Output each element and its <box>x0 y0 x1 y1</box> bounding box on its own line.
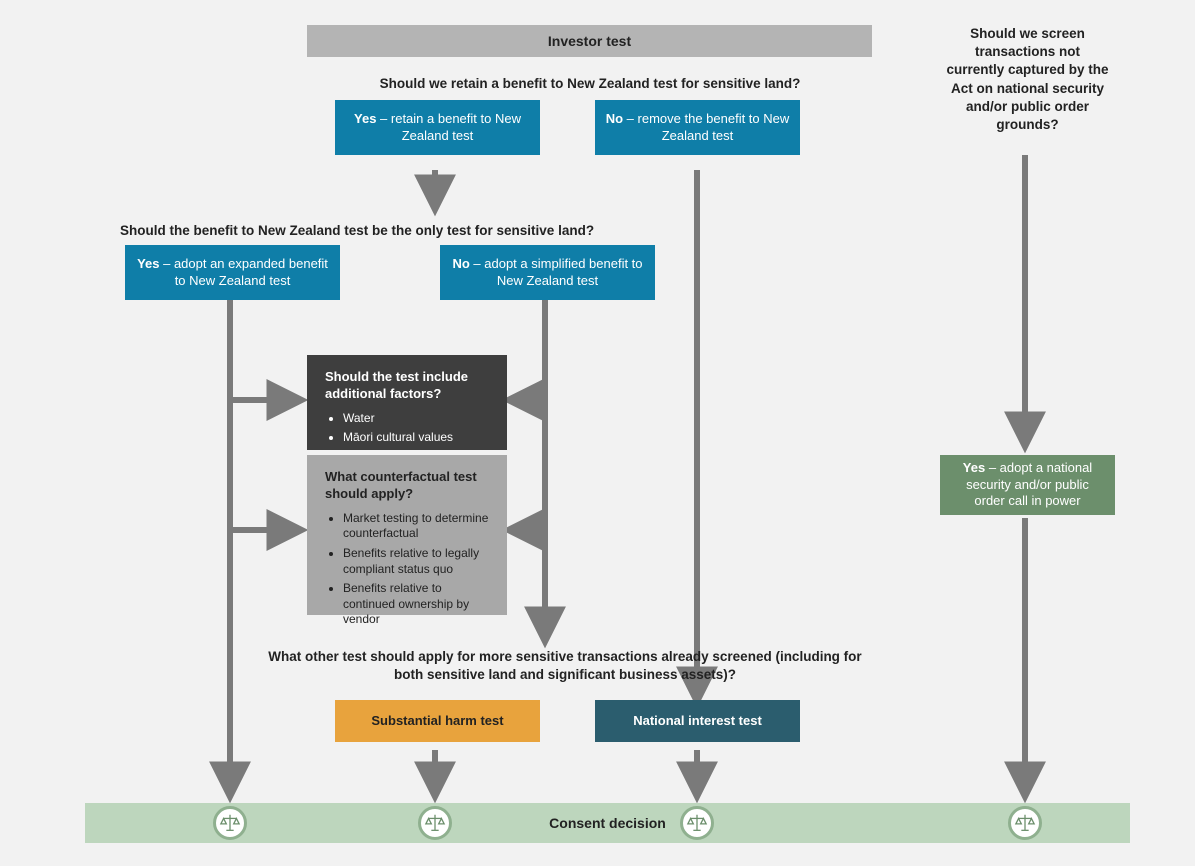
harm-box: Substantial harm test <box>335 700 540 742</box>
counterfactual-list: Market testing to determine counterfactu… <box>325 511 489 632</box>
factors-list: Water Māori cultural values <box>325 411 453 450</box>
interest-box: National interest test <box>595 700 800 742</box>
scales-icon <box>680 806 714 840</box>
q2-no-box: No – adopt a simplified benefit to New Z… <box>440 245 655 300</box>
investor-test-header: Investor test <box>307 25 872 57</box>
scales-icon <box>418 806 452 840</box>
counterfactual-title: What counterfactual test should apply? <box>325 469 489 503</box>
side-yes-box: Yes – adopt a national security and/or p… <box>940 455 1115 515</box>
q1-text: Should we retain a benefit to New Zealan… <box>260 75 920 93</box>
side-question: Should we screen transactions not curren… <box>945 25 1110 134</box>
factors-title: Should the test include additional facto… <box>325 369 489 403</box>
scales-icon <box>1008 806 1042 840</box>
factors-box: Should the test include additional facto… <box>307 355 507 450</box>
q2-text: Should the benefit to New Zealand test b… <box>120 222 800 240</box>
counterfactual-box: What counterfactual test should apply? M… <box>307 455 507 615</box>
q3-text: What other test should apply for more se… <box>255 648 875 684</box>
scales-icon <box>213 806 247 840</box>
q1-no-box: No – remove the benefit to New Zealand t… <box>595 100 800 155</box>
q1-yes-box: Yes – retain a benefit to New Zealand te… <box>335 100 540 155</box>
q2-yes-box: Yes – adopt an expanded benefit to New Z… <box>125 245 340 300</box>
investor-test-title: Investor test <box>548 32 631 50</box>
consent-label: Consent decision <box>549 815 666 831</box>
